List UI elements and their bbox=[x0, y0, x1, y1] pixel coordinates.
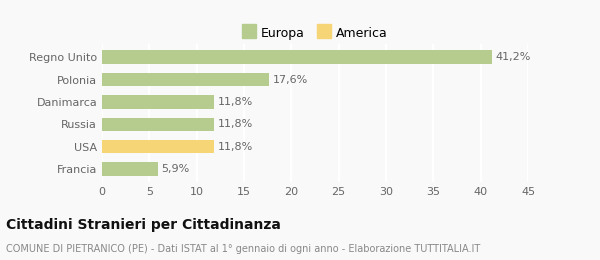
Bar bbox=[102, 140, 214, 153]
Text: 17,6%: 17,6% bbox=[272, 75, 308, 84]
Bar bbox=[102, 50, 492, 64]
Bar bbox=[102, 95, 214, 109]
Text: 11,8%: 11,8% bbox=[217, 97, 253, 107]
Text: 5,9%: 5,9% bbox=[161, 164, 190, 174]
Text: 11,8%: 11,8% bbox=[217, 119, 253, 129]
Text: COMUNE DI PIETRANICO (PE) - Dati ISTAT al 1° gennaio di ogni anno - Elaborazione: COMUNE DI PIETRANICO (PE) - Dati ISTAT a… bbox=[6, 244, 480, 254]
Text: Cittadini Stranieri per Cittadinanza: Cittadini Stranieri per Cittadinanza bbox=[6, 218, 281, 232]
Bar bbox=[102, 162, 158, 176]
Bar bbox=[102, 118, 214, 131]
Text: 41,2%: 41,2% bbox=[496, 52, 531, 62]
Legend: Europa, America: Europa, America bbox=[238, 23, 392, 43]
Text: 11,8%: 11,8% bbox=[217, 142, 253, 152]
Bar bbox=[102, 73, 269, 86]
